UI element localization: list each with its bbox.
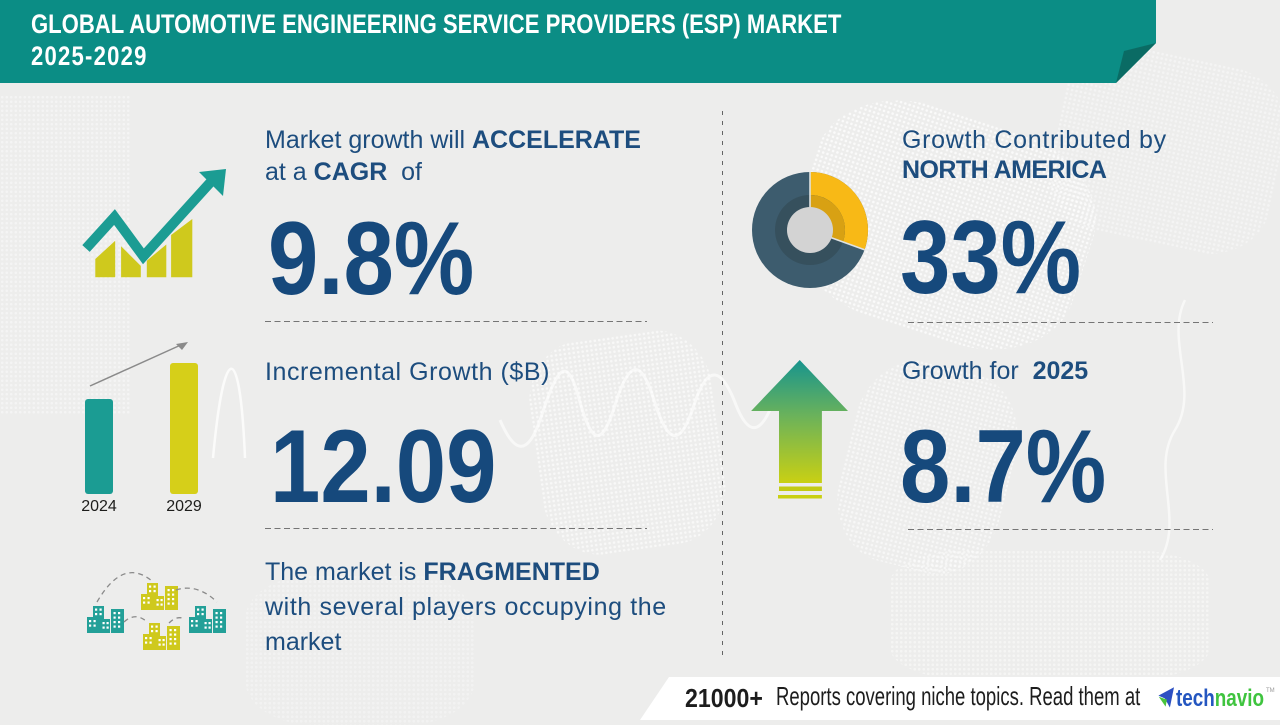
svg-text:TM: TM	[1266, 688, 1275, 694]
svg-text:2024: 2024	[81, 498, 117, 515]
svg-text:technavio: technavio	[1176, 685, 1264, 712]
svg-text:2029: 2029	[166, 498, 202, 515]
